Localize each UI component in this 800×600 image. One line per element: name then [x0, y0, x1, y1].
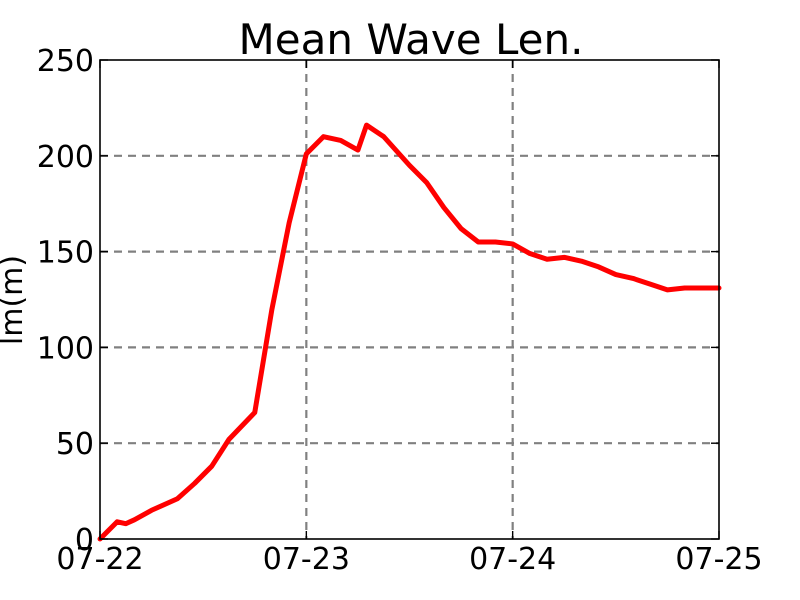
- x-tick-label: 07-22: [56, 542, 143, 577]
- ticks-layer: 0 50 100 150 200 250 07-22 07-23 07-24 07-25: [37, 44, 763, 577]
- chart-title: Mean Wave Len.: [239, 15, 584, 64]
- y-tick-label: 200: [37, 140, 94, 175]
- y-tick-label: 150: [37, 236, 94, 271]
- y-tick-label: 250: [37, 44, 94, 79]
- series-line: [97, 122, 722, 542]
- series-layer: [97, 122, 722, 542]
- plot-frame: [99, 59, 720, 540]
- y-tick-label: 0: [75, 523, 94, 558]
- x-tick-label: 07-24: [469, 542, 556, 577]
- y-tick-label: 50: [56, 427, 94, 462]
- x-tick-label: 07-23: [263, 542, 350, 577]
- y-tick-label: 100: [37, 331, 94, 366]
- y-axis-label: lm(m): [0, 255, 30, 345]
- x-tick-label: 07-25: [675, 542, 762, 577]
- grid-layer: [100, 60, 719, 539]
